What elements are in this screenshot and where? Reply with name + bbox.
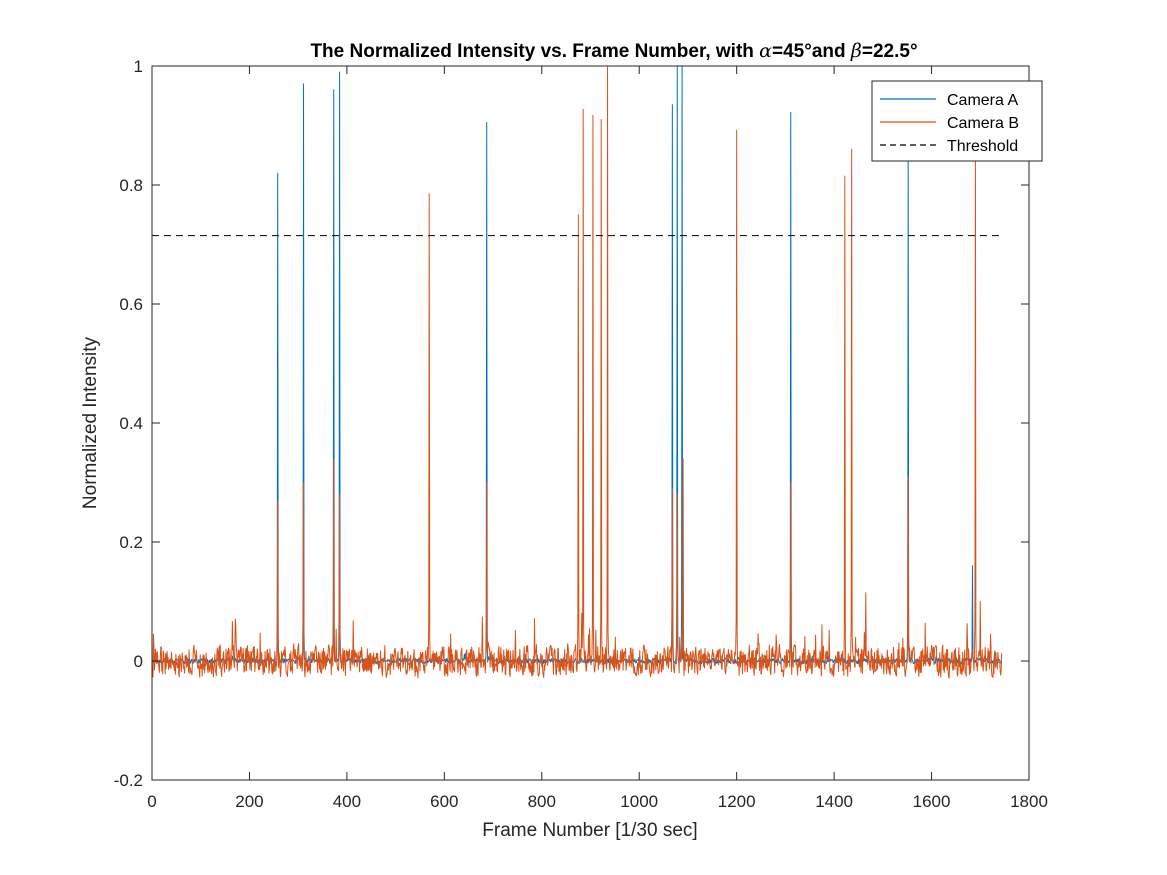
x-tick-label: 200	[235, 792, 263, 811]
x-tick-label: 1000	[620, 792, 658, 811]
x-axis-ticks: 0 200 400 600 800 1000 1200 1400 1600 1800	[147, 66, 1048, 811]
x-tick-label: 400	[333, 792, 361, 811]
y-axis-label: Normalized Intensity	[80, 336, 101, 509]
x-tick-label: 800	[528, 792, 556, 811]
y-tick-label: -0.2	[114, 771, 143, 790]
x-tick-label: 1200	[718, 792, 756, 811]
legend-entry-camera-a: Camera A	[880, 92, 1018, 109]
y-tick-label: 0	[134, 652, 143, 671]
x-tick-label: 600	[430, 792, 458, 811]
series-line-camera-b	[151, 65, 1003, 679]
plot-background	[152, 66, 1029, 780]
legend-label-camera-b: Camera B	[947, 115, 1019, 132]
legend-entry-camera-b: Camera B	[880, 115, 1019, 132]
x-tick-label: 0	[147, 792, 156, 811]
legend-box	[871, 80, 1043, 162]
chart-title: The Normalized Intensity vs. Frame Numbe…	[310, 40, 917, 62]
x-axis-label: Frame Number [1/30 sec]	[482, 820, 697, 841]
series-layer	[151, 65, 1003, 679]
legend-label-camera-a: Camera A	[947, 92, 1018, 109]
y-axis-ticks: -0.2 0 0.2 0.4 0.6 0.8 1	[114, 57, 1029, 790]
x-tick-label: 1400	[815, 792, 853, 811]
x-tick-label: 1800	[1010, 792, 1048, 811]
legend-entry-threshold: Threshold	[880, 138, 1018, 155]
y-tick-label: 0.2	[119, 533, 143, 552]
legend-label-threshold: Threshold	[947, 138, 1018, 155]
y-tick-label: 0.4	[119, 414, 143, 433]
legend: Camera A Camera B Threshold	[871, 80, 1043, 162]
y-tick-label: 0.6	[119, 295, 143, 314]
y-tick-label: 0.8	[119, 176, 143, 195]
x-tick-label: 1600	[913, 792, 951, 811]
y-tick-label: 1	[134, 57, 143, 76]
plot-area	[151, 65, 1030, 781]
